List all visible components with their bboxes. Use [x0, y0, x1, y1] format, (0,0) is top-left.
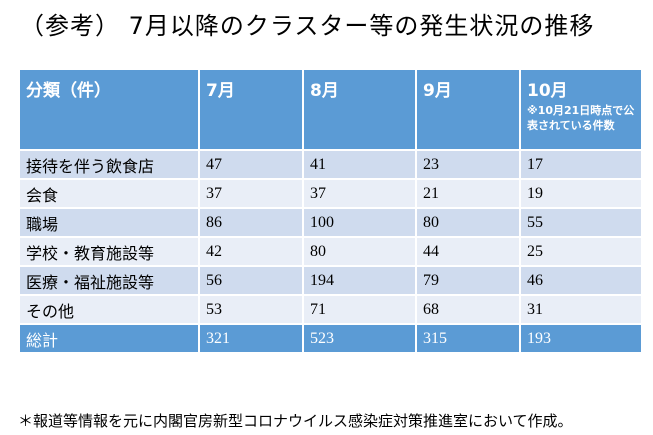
cell: 37 [198, 178, 304, 209]
table-row: その他 53 71 68 31 [18, 294, 643, 325]
cell: 37 [302, 178, 417, 209]
cell: 19 [519, 178, 643, 209]
cell: 25 [519, 236, 643, 267]
row-category: 医療・福祉施設等 [18, 265, 200, 296]
footnote: ＊報道等情報を元に内閣官房新型コロナウイルス感染症対策推進室において作成。 [18, 412, 573, 430]
header-category: 分類（件） [18, 68, 200, 151]
cell: 46 [519, 265, 643, 296]
page-title: （参考） 7月以降のクラスター等の発生状況の推移 [20, 12, 595, 40]
cell: 194 [302, 265, 417, 296]
header-october-note: ※10月21日時点で公表されている件数 [527, 104, 635, 132]
cell: 44 [415, 236, 521, 267]
cell: 55 [519, 207, 643, 238]
cell: 53 [198, 294, 304, 325]
row-category: 職場 [18, 207, 200, 238]
header-july: 7月 [198, 68, 304, 151]
table-row: 学校・教育施設等 42 80 44 25 [18, 236, 643, 267]
cell: 21 [415, 178, 521, 209]
table-row: 接待を伴う飲食店 47 41 23 17 [18, 149, 643, 180]
cell: 41 [302, 149, 417, 180]
cell: 56 [198, 265, 304, 296]
total-label: 総計 [18, 323, 200, 354]
cell: 31 [519, 294, 643, 325]
header-august: 8月 [302, 68, 417, 151]
cell: 71 [302, 294, 417, 325]
cell: 42 [198, 236, 304, 267]
total-cell: 315 [415, 323, 521, 354]
table-row: 会食 37 37 21 19 [18, 178, 643, 209]
cell: 47 [198, 149, 304, 180]
total-cell: 193 [519, 323, 643, 354]
cluster-table: 分類（件） 7月 8月 9月 10月 ※10月21日時点で公表されている件数 接待… [18, 68, 643, 354]
cell: 68 [415, 294, 521, 325]
cell: 23 [415, 149, 521, 180]
cell: 100 [302, 207, 417, 238]
cell: 80 [415, 207, 521, 238]
cell: 86 [198, 207, 304, 238]
row-category: その他 [18, 294, 200, 325]
header-september: 9月 [415, 68, 521, 151]
total-cell: 523 [302, 323, 417, 354]
row-category: 接待を伴う飲食店 [18, 149, 200, 180]
cell: 79 [415, 265, 521, 296]
header-october: 10月 ※10月21日時点で公表されている件数 [519, 68, 643, 151]
row-category: 学校・教育施設等 [18, 236, 200, 267]
table-row: 医療・福祉施設等 56 194 79 46 [18, 265, 643, 296]
table-row: 職場 86 100 80 55 [18, 207, 643, 238]
cell: 17 [519, 149, 643, 180]
table-header-row: 分類（件） 7月 8月 9月 10月 ※10月21日時点で公表されている件数 [18, 68, 643, 151]
total-cell: 321 [198, 323, 304, 354]
table-total-row: 総計 321 523 315 193 [18, 323, 643, 354]
row-category: 会食 [18, 178, 200, 209]
cell: 80 [302, 236, 417, 267]
